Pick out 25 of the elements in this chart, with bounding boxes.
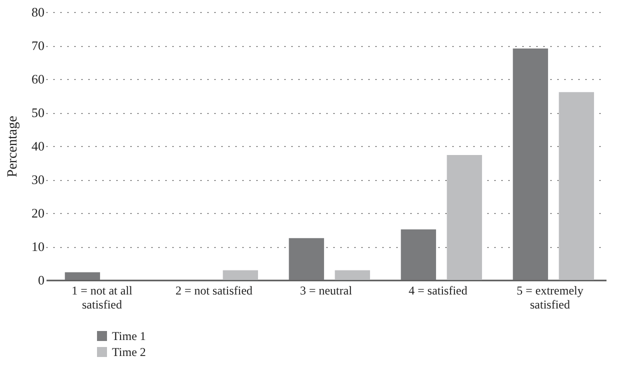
legend-label: Time 2 xyxy=(112,345,146,359)
legend-label: Time 1 xyxy=(112,329,146,343)
bar xyxy=(334,270,370,280)
y-tick-label: 10 xyxy=(32,239,44,254)
bar xyxy=(400,229,436,280)
bar xyxy=(446,155,482,280)
y-tick-label: 40 xyxy=(32,138,44,154)
y-tick-label: 60 xyxy=(32,72,44,86)
y-tick-label: 20 xyxy=(32,206,44,220)
x-tick-label: 2 = not satisfied xyxy=(175,284,253,298)
y-tick-label: 30 xyxy=(32,172,44,187)
bar xyxy=(222,270,258,280)
y-tick-label: 0 xyxy=(38,272,44,288)
y-tick-label: 80 xyxy=(32,4,44,20)
bar xyxy=(512,48,548,280)
x-tick-label: 1 = not at all satisfied xyxy=(72,284,134,312)
bar xyxy=(64,272,100,280)
x-tick-label: 5 = extremely satisfied xyxy=(516,284,584,312)
x-tick-label: 3 = neutral xyxy=(300,284,353,298)
y-tick-label: 50 xyxy=(32,105,44,120)
bar xyxy=(288,238,324,280)
bar xyxy=(558,92,594,280)
y-axis-title: Percentage xyxy=(6,116,20,178)
y-tick-label: 70 xyxy=(32,38,44,53)
x-tick-label: 4 = satisfied xyxy=(408,284,468,298)
